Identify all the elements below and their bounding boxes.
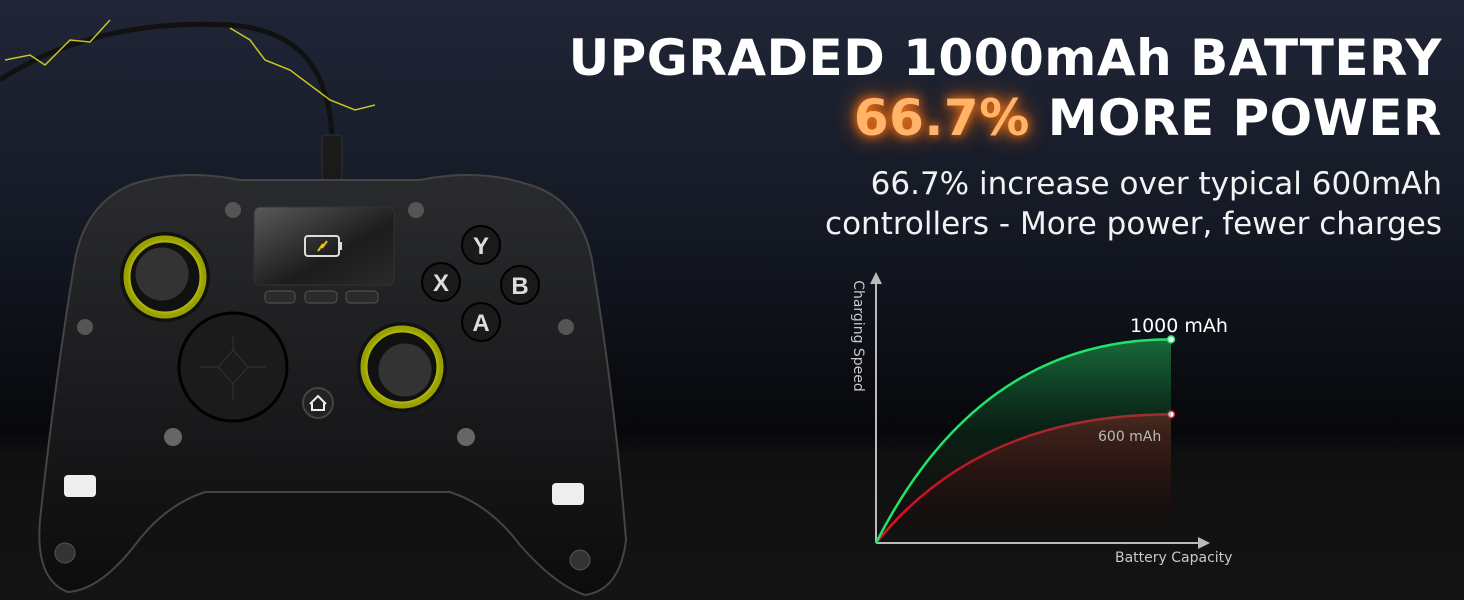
- subtitle-line-2: controllers - More power, fewer charges: [825, 206, 1442, 242]
- menu-button: [345, 290, 379, 304]
- face-button-a: A: [461, 302, 501, 342]
- svg-text:Y: Y: [473, 233, 489, 260]
- controller-illustration: Y X B A: [0, 19, 628, 597]
- right-stick-ring: [360, 325, 444, 409]
- subtitle-line-1: 66.7% increase over typical 600mAh: [870, 166, 1442, 202]
- svg-text:X: X: [433, 270, 449, 297]
- face-button-x: X: [421, 262, 461, 302]
- series-label-1000mah: 1000 mAh: [1130, 315, 1228, 337]
- lightning-effect: [4, 19, 376, 111]
- usb-cable: [0, 21, 335, 141]
- usb-connector: [321, 134, 343, 181]
- right-led: [552, 483, 584, 505]
- view-button: [304, 290, 338, 304]
- x-axis-label: Battery Capacity: [1115, 550, 1233, 566]
- face-button-y: Y: [461, 225, 501, 265]
- home-icon: [309, 394, 327, 411]
- left-thumbstick: [132, 244, 192, 304]
- headline-line-1: UPGRADED 1000mAh BATTERY: [568, 29, 1442, 87]
- left-led: [64, 475, 96, 497]
- headline-accent-percent: 66.7%: [853, 89, 1030, 147]
- home-button: [302, 387, 334, 419]
- svg-text:A: A: [472, 310, 489, 337]
- dpad: [177, 311, 289, 423]
- svg-text:B: B: [511, 273, 528, 300]
- left-stick-ring: [123, 235, 207, 319]
- right-thumbstick: [375, 340, 435, 400]
- headline-more-power: MORE POWER: [1029, 89, 1442, 147]
- share-button: [264, 290, 296, 304]
- battery-charging-icon: [304, 235, 342, 257]
- y-axis-arrow: [870, 272, 882, 284]
- series-endpoint-1: [1166, 410, 1176, 419]
- y-axis-label: Charging Speed: [850, 280, 866, 392]
- face-button-b: B: [500, 265, 540, 305]
- series-label-600mah: 600 mAh: [1098, 429, 1162, 445]
- headline-line-2: 66.7% MORE POWER: [854, 88, 1442, 148]
- x-axis-arrow: [1198, 537, 1210, 549]
